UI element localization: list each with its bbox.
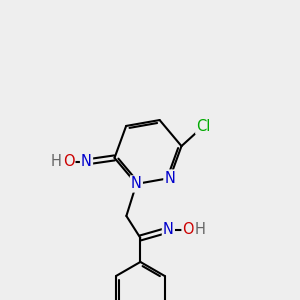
Text: O: O xyxy=(183,222,194,237)
Text: N: N xyxy=(81,154,92,169)
Text: H: H xyxy=(195,222,206,237)
Text: N: N xyxy=(131,176,142,191)
Text: Cl: Cl xyxy=(196,118,211,134)
Text: N: N xyxy=(163,222,174,237)
Text: H: H xyxy=(51,154,62,169)
Text: O: O xyxy=(63,154,74,169)
Text: N: N xyxy=(164,170,175,185)
